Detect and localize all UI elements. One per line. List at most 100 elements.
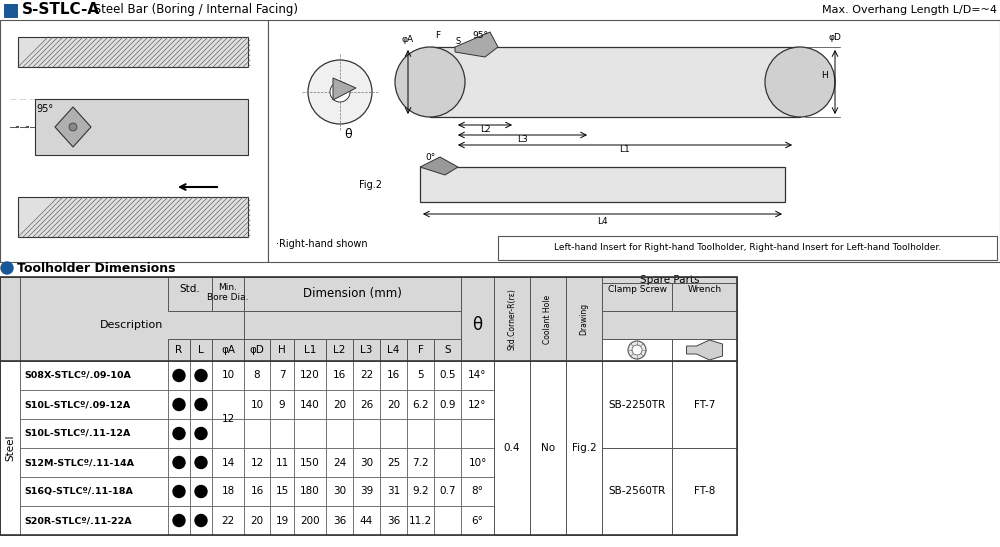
Bar	[672, 419, 737, 448]
Text: Left-hand Insert for Right-hand Toolholder, Right-hand Insert for Left-hand Tool: Left-hand Insert for Right-hand Toolhold…	[554, 243, 941, 253]
Bar	[434, 390, 461, 419]
Text: 120: 120	[300, 370, 320, 381]
Bar	[190, 506, 212, 535]
Bar	[244, 361, 270, 390]
Bar	[353, 361, 380, 390]
Circle shape	[173, 428, 185, 439]
Text: 12: 12	[221, 414, 235, 424]
Text: 6°: 6°	[472, 515, 483, 526]
Bar	[566, 506, 602, 535]
Text: 14: 14	[221, 457, 235, 468]
Bar	[20, 448, 168, 477]
Text: 11.2: 11.2	[409, 515, 432, 526]
Bar	[566, 277, 602, 361]
Bar	[566, 477, 602, 506]
Text: Std.: Std.	[180, 284, 200, 294]
Bar	[672, 361, 737, 448]
Bar	[566, 361, 602, 535]
Text: 20: 20	[387, 399, 400, 410]
Circle shape	[765, 47, 835, 117]
Bar	[461, 419, 494, 448]
Bar	[244, 506, 270, 535]
Circle shape	[195, 370, 207, 381]
Text: 12°: 12°	[468, 399, 487, 410]
Bar	[168, 339, 190, 361]
Bar	[407, 448, 434, 477]
Bar	[18, 37, 248, 67]
Text: 0°: 0°	[425, 153, 435, 161]
Bar	[434, 448, 461, 477]
Text: 11: 11	[275, 457, 289, 468]
Text: 15: 15	[275, 486, 289, 497]
Bar	[434, 419, 461, 448]
Text: L4: L4	[597, 217, 608, 225]
Polygon shape	[55, 107, 91, 147]
Bar	[244, 390, 270, 419]
Bar	[380, 390, 407, 419]
Bar	[270, 390, 294, 419]
Bar	[294, 361, 326, 390]
Bar	[20, 390, 168, 419]
Circle shape	[632, 345, 642, 355]
Text: L: L	[198, 345, 204, 355]
Bar	[434, 506, 461, 535]
Bar	[212, 448, 244, 477]
Text: Std.Corner-R(rε): Std.Corner-R(rε)	[508, 288, 516, 350]
Bar	[380, 419, 407, 448]
Bar	[434, 361, 461, 390]
Text: F: F	[435, 31, 441, 39]
Text: 10: 10	[221, 370, 235, 381]
Text: Max. Overhang Length L/D=~4: Max. Overhang Length L/D=~4	[822, 5, 997, 15]
Text: SB-2560TR: SB-2560TR	[608, 486, 666, 497]
Bar	[498, 236, 997, 260]
Bar	[530, 477, 566, 506]
Text: 22: 22	[221, 515, 235, 526]
Text: Wrench: Wrench	[687, 286, 722, 294]
Circle shape	[195, 428, 207, 439]
Bar	[326, 448, 353, 477]
Text: 36: 36	[333, 515, 346, 526]
Text: 44: 44	[360, 515, 373, 526]
Bar	[4, 4, 17, 17]
Text: 18: 18	[221, 486, 235, 497]
Text: 8: 8	[254, 370, 260, 381]
Bar	[430, 47, 800, 117]
Text: ·Right-hand shown: ·Right-hand shown	[276, 239, 368, 249]
Bar	[190, 390, 212, 419]
Bar	[407, 506, 434, 535]
Bar	[326, 339, 353, 361]
Bar	[434, 339, 461, 361]
Polygon shape	[420, 157, 458, 175]
Bar	[494, 448, 530, 477]
Bar	[244, 448, 270, 477]
Bar	[20, 477, 168, 506]
Text: 95°: 95°	[472, 31, 488, 39]
Text: 140: 140	[300, 399, 320, 410]
Text: 7.2: 7.2	[412, 457, 429, 468]
Circle shape	[173, 457, 185, 468]
Bar	[190, 448, 212, 477]
Text: φD: φD	[250, 345, 264, 355]
Text: No: No	[541, 443, 555, 453]
Bar	[168, 277, 212, 311]
Bar	[20, 277, 244, 361]
Bar	[353, 448, 380, 477]
Bar	[566, 361, 602, 390]
Text: S16Q-STLCº/.11-18A: S16Q-STLCº/.11-18A	[24, 487, 133, 496]
Bar	[494, 277, 530, 361]
Bar	[353, 339, 380, 361]
Bar	[380, 506, 407, 535]
Bar	[380, 448, 407, 477]
Text: 200: 200	[300, 515, 320, 526]
Bar	[380, 477, 407, 506]
Circle shape	[628, 341, 646, 359]
Text: θ: θ	[472, 316, 483, 334]
Bar	[326, 477, 353, 506]
Text: 95°: 95°	[36, 104, 54, 114]
Polygon shape	[686, 340, 722, 360]
Bar	[672, 283, 737, 311]
Bar	[212, 339, 244, 361]
Text: R: R	[175, 345, 183, 355]
Bar	[270, 361, 294, 390]
Bar	[530, 361, 566, 390]
